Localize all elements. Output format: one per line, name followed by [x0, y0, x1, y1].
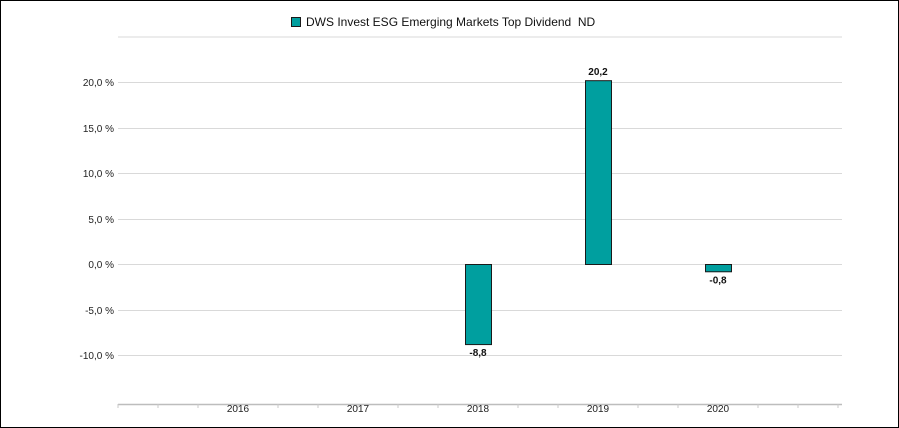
- data-label-2018: -8,8: [469, 348, 487, 359]
- x-tick-label: 2020: [707, 404, 730, 415]
- bar-2019: [585, 80, 612, 266]
- y-tick-label: 0,0 %: [88, 260, 114, 271]
- y-tick-label: -5,0 %: [85, 306, 114, 317]
- bar-2020: [705, 264, 732, 273]
- y-tick-label: 5,0 %: [88, 215, 114, 226]
- x-tick-label: 2018: [467, 404, 490, 415]
- x-tick-label: 2016: [227, 404, 250, 415]
- chart-legend: DWS Invest ESG Emerging Markets Top Divi…: [291, 15, 595, 29]
- y-tick-label: -10,0 %: [80, 351, 115, 362]
- bar-2018: [465, 264, 492, 346]
- legend-label: DWS Invest ESG Emerging Markets Top Divi…: [306, 15, 596, 29]
- y-tick-label: 15,0 %: [83, 124, 114, 135]
- y-tick-label: 20,0 %: [83, 78, 114, 89]
- data-label-2020: -0,8: [709, 275, 727, 286]
- y-tick-label: 10,0 %: [83, 169, 114, 180]
- data-label-2019: 20,2: [588, 67, 608, 78]
- x-tick-label: 2019: [587, 404, 610, 415]
- legend-swatch: [291, 17, 301, 27]
- x-tick-label: 2017: [347, 404, 370, 415]
